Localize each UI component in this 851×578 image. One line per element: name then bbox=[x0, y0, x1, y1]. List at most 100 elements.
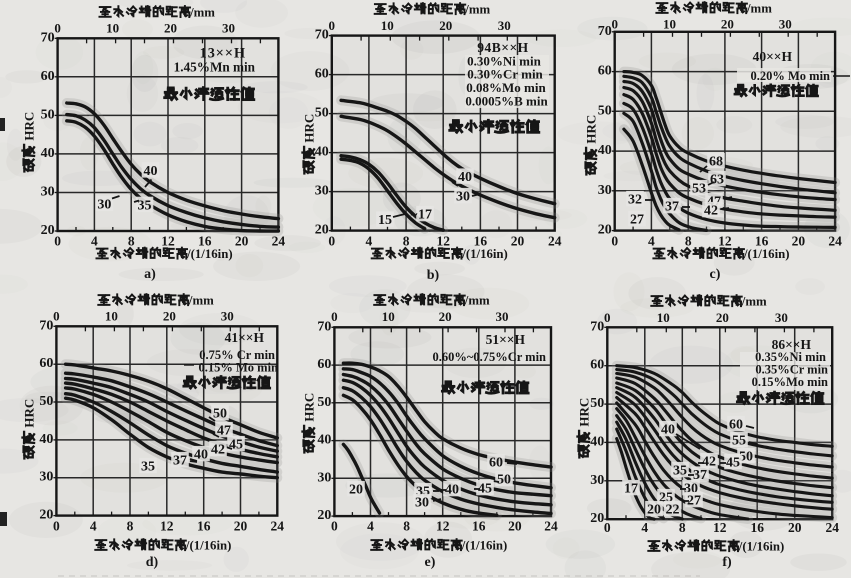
svg-text:35: 35 bbox=[673, 464, 687, 479]
svg-text:/mm: /mm bbox=[464, 294, 490, 308]
svg-text:0.15%Mo min: 0.15%Mo min bbox=[752, 375, 828, 389]
svg-text:50: 50 bbox=[590, 396, 604, 411]
svg-text:0: 0 bbox=[611, 17, 618, 32]
svg-text:4: 4 bbox=[90, 519, 97, 534]
svg-text:30: 30 bbox=[590, 473, 604, 488]
svg-text:20: 20 bbox=[315, 223, 329, 238]
svg-text:0.08%Mo min: 0.08%Mo min bbox=[466, 80, 546, 95]
svg-text:0.60%~0.75%Cr min: 0.60%~0.75%Cr min bbox=[432, 350, 546, 364]
svg-text:30: 30 bbox=[222, 21, 235, 36]
svg-text:12: 12 bbox=[161, 234, 175, 249]
svg-text:8: 8 bbox=[679, 520, 686, 535]
svg-text:0: 0 bbox=[54, 21, 61, 36]
svg-text:45: 45 bbox=[726, 456, 740, 471]
svg-text:/mm: /mm bbox=[746, 2, 772, 16]
svg-text:0: 0 bbox=[604, 310, 611, 325]
svg-text:20: 20 bbox=[721, 17, 734, 32]
svg-text:40: 40 bbox=[39, 432, 53, 447]
svg-text:10: 10 bbox=[105, 309, 118, 324]
svg-text:20: 20 bbox=[39, 508, 53, 523]
svg-text:20: 20 bbox=[590, 511, 604, 526]
svg-text:27: 27 bbox=[687, 494, 701, 509]
svg-text:20: 20 bbox=[317, 508, 331, 523]
svg-text:/mm: /mm bbox=[189, 5, 215, 19]
svg-text:30: 30 bbox=[39, 470, 53, 485]
svg-text:35: 35 bbox=[138, 198, 152, 213]
svg-text:20: 20 bbox=[439, 18, 452, 33]
svg-text:20: 20 bbox=[164, 21, 177, 36]
svg-text:~: ~ bbox=[411, 207, 418, 222]
svg-text:0.35%Cr min: 0.35%Cr min bbox=[755, 363, 828, 377]
svg-text:50: 50 bbox=[315, 106, 329, 121]
svg-text:40: 40 bbox=[598, 143, 612, 158]
svg-text:/(1/16in): /(1/16in) bbox=[461, 539, 508, 553]
svg-text:4: 4 bbox=[367, 519, 374, 534]
svg-text:70: 70 bbox=[598, 24, 612, 39]
svg-text:63: 63 bbox=[710, 173, 724, 188]
svg-text:f): f) bbox=[722, 555, 732, 570]
svg-text:53: 53 bbox=[692, 182, 706, 197]
svg-text:45: 45 bbox=[478, 482, 492, 497]
svg-text:8: 8 bbox=[403, 519, 410, 534]
svg-text:0.75% Cr min: 0.75% Cr min bbox=[199, 348, 275, 362]
svg-text:51××H: 51××H bbox=[486, 332, 526, 347]
svg-text:20: 20 bbox=[792, 234, 806, 249]
svg-text:0: 0 bbox=[331, 519, 338, 534]
svg-text:27: 27 bbox=[630, 213, 644, 228]
svg-text:40: 40 bbox=[194, 448, 208, 463]
svg-text:37: 37 bbox=[665, 200, 679, 215]
svg-text:60: 60 bbox=[39, 356, 53, 371]
svg-text:/(1/16in): /(1/16in) bbox=[461, 247, 508, 261]
svg-text:HRC: HRC bbox=[22, 399, 37, 428]
svg-text:60: 60 bbox=[41, 69, 55, 84]
svg-text:/(1/16in): /(1/16in) bbox=[738, 540, 785, 554]
svg-text:60: 60 bbox=[598, 64, 612, 79]
svg-text:50: 50 bbox=[213, 407, 227, 422]
svg-text:60: 60 bbox=[315, 67, 329, 82]
svg-text:70: 70 bbox=[41, 30, 55, 45]
svg-text:70: 70 bbox=[39, 318, 53, 333]
svg-text:30: 30 bbox=[315, 184, 329, 199]
svg-text:0: 0 bbox=[611, 234, 618, 249]
svg-text:70: 70 bbox=[317, 319, 331, 334]
svg-text:60: 60 bbox=[729, 418, 743, 433]
svg-text:24: 24 bbox=[548, 234, 562, 249]
svg-text:0: 0 bbox=[331, 309, 338, 324]
svg-text:94B××H: 94B××H bbox=[477, 40, 528, 55]
svg-text:10: 10 bbox=[657, 310, 670, 325]
svg-text:HRC: HRC bbox=[584, 115, 599, 144]
svg-text:40: 40 bbox=[590, 434, 604, 449]
svg-text:17: 17 bbox=[418, 208, 432, 223]
svg-text:0.30%Cr min: 0.30%Cr min bbox=[467, 67, 543, 82]
svg-text:20: 20 bbox=[349, 483, 363, 498]
svg-text:/mm: /mm bbox=[464, 3, 490, 17]
svg-text:8: 8 bbox=[128, 234, 135, 249]
svg-text:60: 60 bbox=[489, 456, 503, 471]
svg-text:13××H: 13××H bbox=[200, 46, 246, 62]
svg-text:10: 10 bbox=[106, 21, 119, 36]
svg-text:86××H: 86××H bbox=[772, 337, 812, 352]
svg-text:12: 12 bbox=[713, 520, 727, 535]
svg-text:40××H: 40××H bbox=[753, 49, 793, 64]
svg-text:0.30%Ni min: 0.30%Ni min bbox=[467, 54, 541, 69]
svg-text:16: 16 bbox=[198, 234, 212, 249]
svg-text:50: 50 bbox=[39, 394, 53, 409]
svg-text:0.20% Mo min: 0.20% Mo min bbox=[750, 69, 830, 83]
svg-text:30: 30 bbox=[779, 17, 792, 32]
svg-text:60: 60 bbox=[317, 357, 331, 372]
svg-text:30: 30 bbox=[97, 197, 111, 212]
svg-text:0: 0 bbox=[53, 309, 60, 324]
svg-text:12: 12 bbox=[160, 519, 174, 534]
svg-text:20: 20 bbox=[41, 223, 55, 238]
svg-text:20: 20 bbox=[788, 520, 802, 535]
svg-text:8: 8 bbox=[127, 519, 134, 534]
svg-text:35: 35 bbox=[141, 460, 155, 475]
svg-text:37: 37 bbox=[693, 468, 707, 483]
svg-text:HRC: HRC bbox=[302, 393, 317, 422]
svg-text:17: 17 bbox=[624, 482, 638, 497]
svg-text:0: 0 bbox=[604, 520, 611, 535]
svg-text:0.15% Mo min: 0.15% Mo min bbox=[198, 361, 278, 375]
svg-text:41××H: 41××H bbox=[225, 330, 265, 345]
svg-text:40: 40 bbox=[317, 433, 331, 448]
svg-text:16: 16 bbox=[755, 234, 769, 249]
